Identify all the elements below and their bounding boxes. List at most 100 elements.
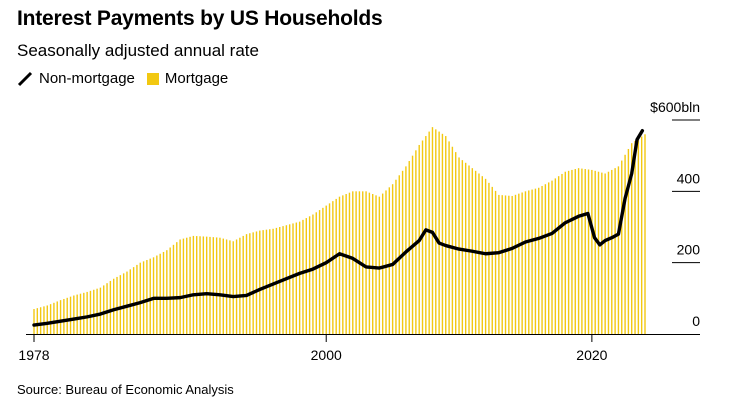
mortgage-bar — [116, 276, 118, 334]
mortgage-bar — [538, 187, 540, 334]
x-ticks: 1978 2000 2020 — [18, 334, 608, 363]
mortgage-bar — [89, 290, 92, 334]
mortgage-bar — [182, 238, 185, 334]
mortgage-bar — [464, 162, 467, 334]
mortgage-bar — [325, 205, 327, 334]
mortgage-bar — [298, 221, 301, 334]
mortgage-bar — [335, 198, 337, 334]
mortgage-bar — [624, 154, 626, 334]
mortgage-bar — [332, 201, 334, 334]
mortgage-bar — [53, 302, 55, 334]
mortgage-bar — [528, 190, 530, 334]
mortgage-bar — [86, 291, 88, 334]
mortgage-bar — [534, 188, 537, 334]
mortgage-bar — [169, 247, 171, 334]
mortgage-bar — [518, 193, 520, 334]
mortgage-bar — [63, 298, 65, 334]
mortgage-bar — [315, 212, 317, 334]
mortgage-bar — [584, 169, 586, 334]
mortgage-bar — [59, 300, 62, 334]
mortgage-bar — [119, 275, 122, 334]
mortgage-bar — [368, 192, 371, 334]
mortgage-bar — [338, 196, 341, 334]
mortgage-bar — [365, 191, 367, 334]
mortgage-bar — [215, 237, 218, 334]
mortgage-bar — [242, 235, 244, 334]
mortgage-bar — [36, 308, 39, 334]
mortgage-bar — [136, 264, 138, 334]
legend-swatch-icon — [146, 72, 159, 85]
mortgage-bar — [219, 237, 221, 334]
mortgage-bar — [292, 223, 294, 334]
mortgage-bar — [375, 195, 377, 334]
mortgage-bar — [229, 240, 231, 335]
legend-line-icon — [17, 71, 33, 86]
legend-label-mortgage: Mortgage — [164, 70, 229, 87]
mortgage-bar — [611, 169, 613, 334]
chart-subtitle: Seasonally adjusted annual rate — [17, 41, 259, 60]
mortgage-bar — [73, 295, 75, 334]
mortgage-bar — [46, 305, 48, 334]
mortgage-bar — [205, 236, 208, 334]
mortgage-bar — [607, 171, 610, 334]
mortgage-bar — [212, 237, 215, 334]
mortgage-bar — [272, 228, 274, 334]
y-tick-labels: 0 200 400 $600bln — [650, 99, 700, 329]
mortgage-bar — [491, 186, 493, 335]
y-tick-label: 200 — [677, 242, 701, 258]
mortgage-bar — [202, 236, 205, 334]
mortgage-bar — [348, 192, 351, 334]
mortgage-bar — [567, 170, 570, 334]
mortgage-bar — [385, 190, 387, 334]
mortgage-bar — [581, 168, 583, 334]
mortgage-bar — [435, 129, 437, 334]
mortgage-bar — [571, 169, 573, 334]
mortgage-bar — [504, 195, 507, 334]
mortgage-bar — [401, 170, 404, 334]
mortgage-bar — [362, 191, 364, 334]
y-gridlines — [672, 119, 700, 264]
mortgage-bar — [56, 301, 58, 334]
mortgage-bar — [176, 242, 178, 334]
mortgage-bar — [352, 191, 354, 334]
mortgage-bar — [39, 307, 42, 334]
mortgage-bar — [644, 134, 646, 334]
mortgage-bar — [269, 229, 271, 334]
mortgage-bar — [179, 239, 181, 334]
mortgage-bar — [488, 182, 490, 334]
y-tick-label: 400 — [677, 170, 701, 186]
mortgage-bar — [199, 236, 201, 334]
non-mortgage-line — [32, 129, 645, 327]
mortgage-bar — [305, 218, 307, 334]
mortgage-bar — [76, 294, 78, 334]
mortgage-bar — [156, 255, 158, 334]
x-tick-label: 2020 — [576, 347, 607, 363]
mortgage-bar — [594, 170, 596, 334]
mortgage-bar — [494, 190, 497, 334]
mortgage-bar — [239, 237, 241, 334]
mortgage-bar — [235, 239, 238, 334]
mortgage-bar — [381, 193, 384, 334]
chart-legend: Non-mortgage Mortgage — [17, 70, 240, 87]
mortgage-bar — [152, 257, 155, 334]
mortgage-bar — [484, 178, 487, 334]
mortgage-bar — [557, 176, 560, 334]
mortgage-bar — [149, 258, 151, 334]
x-tick-label: 2000 — [311, 347, 342, 363]
mortgage-bar — [162, 251, 165, 334]
mortgage-bar — [627, 148, 630, 334]
mortgage-bar — [249, 233, 251, 334]
mortgage-bar — [455, 152, 457, 334]
mortgage-bar — [318, 210, 321, 334]
mortgage-bar — [544, 184, 547, 334]
mortgage-bar — [159, 253, 161, 334]
mortgage-bar — [551, 180, 553, 334]
mortgage-bar — [129, 269, 131, 334]
mortgage-bar — [501, 195, 503, 334]
mortgage-bar — [508, 195, 510, 334]
mortgage-bar — [614, 168, 616, 334]
mortgage-bar — [139, 262, 141, 334]
mortgage-bar — [232, 241, 234, 334]
mortgage-bar — [113, 278, 115, 334]
